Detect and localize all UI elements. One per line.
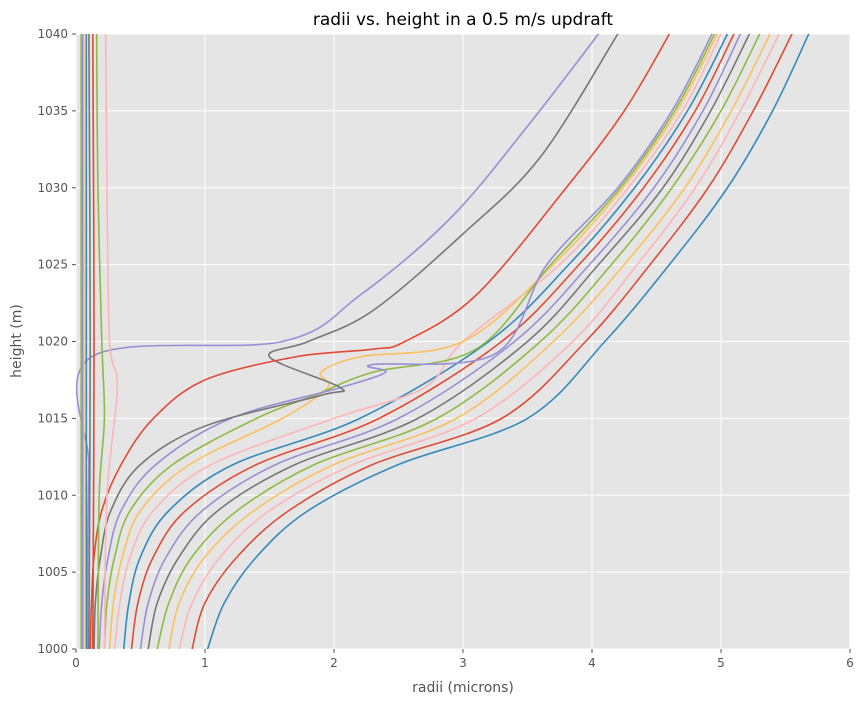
series-line-8 [122,34,729,649]
series-line-13 [93,34,619,649]
series-line-2 [178,34,780,649]
series-line-5 [147,34,751,649]
x-tick-label: 4 [588,656,596,670]
series-line-4 [156,34,761,649]
series-line-1 [191,34,793,649]
series-layer [76,34,810,649]
x-tick-label: 1 [201,656,209,670]
series-line-14 [89,34,671,649]
x-tick-label: 2 [330,656,338,670]
series-line-9 [113,34,722,649]
series-line-0 [206,34,810,649]
y-tick-label: 1020 [37,335,68,349]
y-tick-label: 1005 [37,565,68,579]
series-line-7 [130,34,735,649]
x-tick-label: 3 [459,656,467,670]
x-tick-label: 6 [846,656,854,670]
series-line-12 [98,34,713,649]
series-line-15 [76,34,600,649]
series-line-16 [95,34,106,649]
y-tick-label: 1025 [37,258,68,272]
y-axis-label: height (m) [9,304,25,378]
chart-title: radii vs. height in a 0.5 m/s updraft [313,10,614,30]
series-line-17 [103,34,119,649]
x-axis-ticks: 0 1 2 3 4 5 6 [72,649,854,670]
series-line-21 [91,34,95,649]
y-tick-label: 1010 [37,488,68,502]
x-axis-label: radii (microns) [412,680,514,696]
y-tick-label: 1040 [37,27,68,41]
x-tick-label: 5 [717,656,725,670]
series-line-10 [108,34,718,649]
y-axis-ticks: 1000 1005 1010 1015 1020 1025 1030 1035 1040 [37,27,76,656]
y-tick-label: 1035 [37,104,68,118]
series-line-3 [168,34,771,649]
x-tick-label: 0 [72,656,80,670]
y-tick-label: 1000 [37,642,68,656]
y-tick-label: 1015 [37,411,68,425]
series-line-6 [139,34,742,649]
series-line-11 [103,34,716,649]
series-line-20 [88,34,91,649]
y-tick-label: 1030 [37,181,68,195]
